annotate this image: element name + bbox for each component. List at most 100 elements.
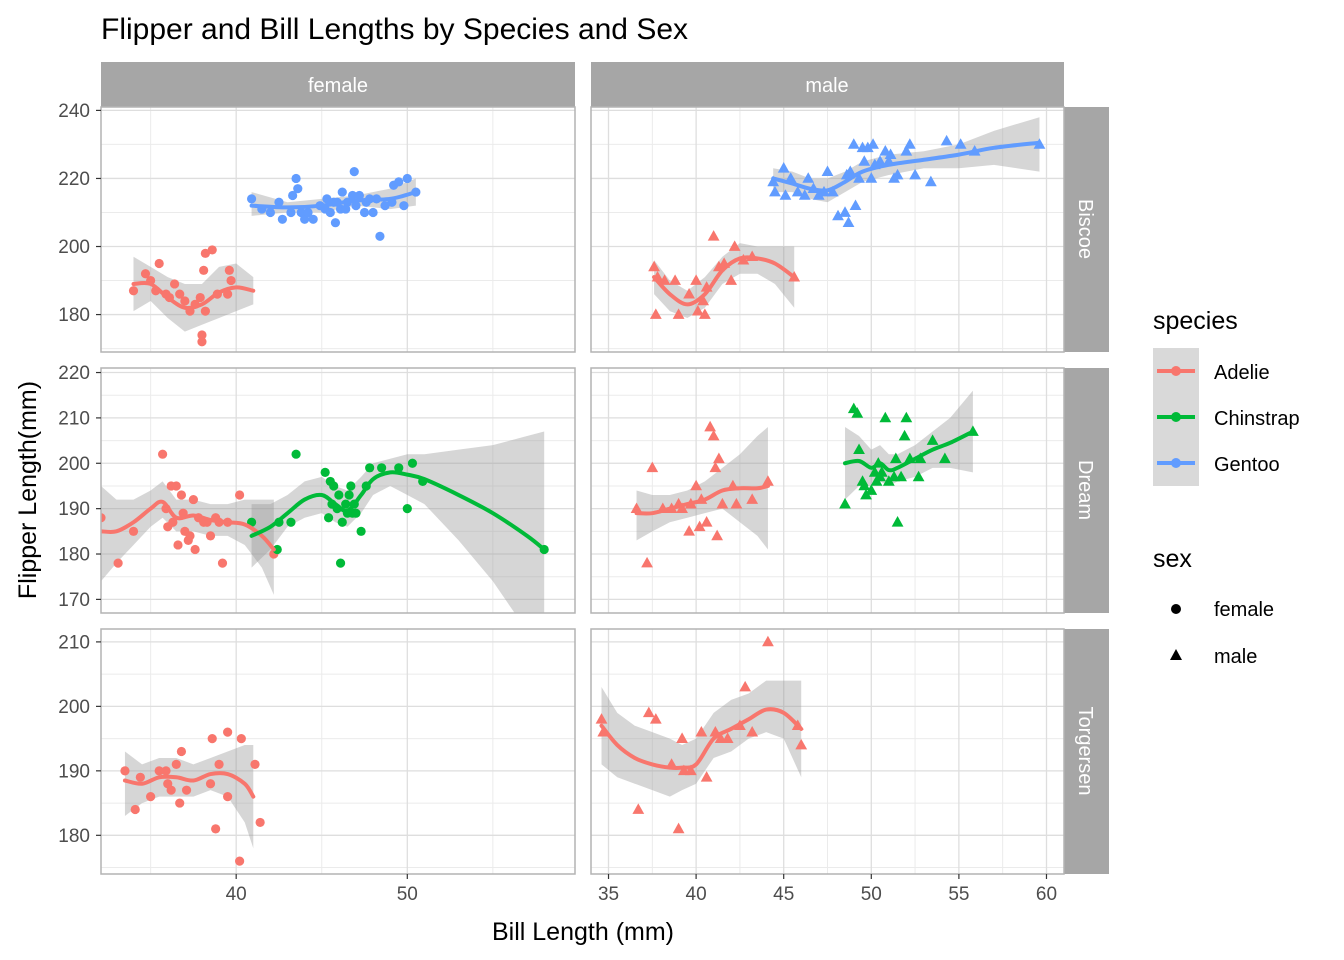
y-tick-label: 180 — [58, 545, 90, 566]
point-adelie — [197, 337, 207, 347]
y-tick-label: 240 — [58, 101, 90, 122]
ribbon-adelie — [133, 256, 254, 332]
point-gentoo — [858, 155, 871, 166]
point-gentoo — [265, 207, 276, 218]
point-chinstrap — [407, 458, 418, 468]
point-adelie — [200, 248, 210, 258]
point-adelie — [188, 494, 199, 505]
point-chinstrap — [365, 463, 375, 473]
legend-key-dot-gentoo — [1171, 458, 1181, 468]
point-adelie — [158, 449, 168, 459]
point-chinstrap — [334, 490, 344, 500]
point-adelie — [176, 490, 187, 500]
panel-border — [590, 628, 1065, 875]
point-chinstrap — [839, 497, 851, 509]
point-gentoo — [853, 172, 865, 183]
point-gentoo — [380, 201, 390, 211]
point-gentoo — [359, 207, 370, 218]
point-adelie — [146, 792, 156, 802]
point-adelie — [223, 727, 233, 737]
legend-species-keys — [1157, 366, 1195, 468]
point-gentoo — [777, 162, 790, 173]
point-gentoo — [832, 209, 844, 221]
point-chinstrap — [323, 513, 334, 523]
point-adelie — [649, 713, 662, 724]
point-adelie — [690, 274, 703, 285]
point-chinstrap — [879, 411, 892, 423]
point-adelie — [649, 308, 662, 319]
point-adelie — [130, 804, 140, 815]
y-axis-title: Flipper Length(mm) — [14, 381, 42, 599]
ribbon-adelie — [636, 426, 768, 550]
point-chinstrap — [938, 452, 951, 464]
axes-ticks: 180 200 220 240 170 180 190 200 210 220 180 190 200 2… — [58, 101, 1057, 905]
smooth-line-adelie — [634, 483, 770, 516]
point-adelie — [190, 544, 200, 555]
y-tick-label: 200 — [58, 237, 90, 258]
x-tick-label: 45 — [773, 884, 794, 905]
point-gentoo — [399, 201, 409, 211]
point-gentoo — [884, 148, 897, 159]
point-adelie — [113, 558, 123, 568]
legend: species Adelie Chinstrap Gentoo sex fema… — [1153, 307, 1300, 668]
point-gentoo — [924, 175, 937, 187]
point-adelie — [707, 230, 720, 241]
strip-female-label: female — [308, 75, 368, 97]
panel-torgersen-male — [590, 628, 1065, 875]
strip-biscoe-label: Biscoe — [1074, 199, 1096, 259]
point-adelie — [166, 785, 176, 795]
point-adelie — [255, 817, 265, 828]
ribbon-adelie — [101, 481, 274, 595]
y-tick-label: 210 — [58, 408, 90, 429]
smooth-line-chinstrap — [249, 470, 547, 552]
x-tick-label: 35 — [598, 884, 619, 905]
y-tick-label: 170 — [58, 590, 90, 611]
x-tick-label: 40 — [226, 884, 247, 905]
point-adelie — [250, 759, 260, 769]
panel-torgersen-female — [100, 628, 576, 875]
point-adelie — [725, 274, 738, 285]
point-adelie — [207, 245, 217, 255]
point-adelie — [698, 308, 711, 319]
legend-label-chinstrap: Chinstrap — [1214, 408, 1300, 430]
point-chinstrap — [377, 463, 387, 473]
point-adelie — [712, 452, 725, 464]
point-adelie — [716, 497, 729, 509]
ribbon-adelie — [601, 680, 802, 797]
x-axis-title: Bill Length (mm) — [492, 918, 674, 946]
point-gentoo — [842, 216, 855, 228]
point-chinstrap — [337, 517, 347, 527]
smooth-line-adelie — [131, 280, 256, 311]
point-chinstrap — [329, 481, 339, 491]
strip-female-bg — [101, 62, 575, 107]
point-chinstrap — [851, 407, 864, 418]
strip-male-label: male — [805, 75, 848, 97]
point-gentoo — [844, 165, 857, 176]
strip-male-bg — [591, 62, 1064, 107]
point-adelie — [595, 713, 608, 724]
smooth-line-gentoo — [771, 140, 1042, 193]
point-chinstrap — [286, 517, 296, 527]
point-adelie — [676, 732, 688, 743]
y-tick-label: 180 — [58, 305, 90, 326]
point-adelie — [795, 738, 808, 750]
point-adelie — [199, 265, 209, 275]
point-gentoo — [402, 173, 412, 184]
ribbon-adelie — [654, 243, 795, 318]
point-gentoo — [767, 175, 780, 187]
legend-male-shape — [1170, 649, 1182, 660]
point-adelie — [746, 725, 759, 737]
legend-female-shape — [1171, 604, 1181, 614]
point-adelie — [695, 725, 708, 737]
panel-border — [100, 106, 576, 353]
y-tick-label: 220 — [58, 169, 90, 190]
point-chinstrap — [291, 449, 301, 459]
point-gentoo — [779, 189, 792, 200]
point-adelie — [648, 260, 660, 272]
point-adelie — [700, 771, 713, 782]
legend-label-gentoo: Gentoo — [1214, 454, 1280, 476]
panel-border — [100, 367, 576, 614]
point-adelie — [214, 759, 224, 769]
y-tick-label: 180 — [58, 826, 90, 847]
point-adelie — [641, 556, 653, 568]
